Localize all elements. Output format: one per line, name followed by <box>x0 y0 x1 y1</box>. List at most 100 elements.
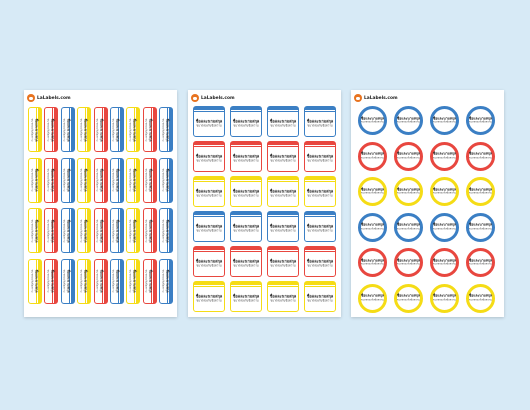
label-subtitle: ขนาดรองรับข้อความ <box>233 123 259 128</box>
label-name: ชื่อและนามสกุล <box>34 117 39 142</box>
name-label: ชื่อและนามสกุล ขนาดรองรับข้อความ <box>109 208 124 253</box>
label-subtitle: ขนาดรองรับข้อความ <box>79 118 83 141</box>
label-name: ชื่อและนามสกุล <box>306 118 334 124</box>
label-subtitle: ขนาดรองรับข้อความ <box>196 123 222 128</box>
label-text: ชื่อและนามสกุล ขนาดรองรับข้อความ <box>161 168 170 191</box>
label-subtitle: ขนาดรองรับข้อความ <box>79 168 83 192</box>
label-name: ชื่อและนามสกุล <box>165 218 170 243</box>
label-name: ชื่อและนามสกุล <box>50 218 55 243</box>
label-name: ชื่อและนามสกุล <box>66 269 71 293</box>
label-subtitle: ขนาดรองรับข้อความ <box>397 262 420 266</box>
label-name: ชื่อและนามสกุล <box>269 258 297 264</box>
label-text: ชื่อและนามสกุล ขนาดรองรับข้อความ <box>79 118 88 141</box>
name-label: ชื่อและนามสกุล ขนาดรองรับข้อความ <box>77 157 92 203</box>
name-label: ชื่อและนามสกุล ขนาดรองรับข้อความ <box>77 258 92 304</box>
label-subtitle: ขนาดรองรับข้อความ <box>469 227 492 230</box>
label-name: ชื่อและนามสกุล <box>397 115 421 120</box>
label-text: ชื่อและนามสกุล ขนาดรองรับข้อความ <box>469 223 492 230</box>
label-text: ชื่อและนามสกุล ขนาดรองรับข้อความ <box>433 115 457 124</box>
brand-name: LaLabels.com <box>364 95 398 101</box>
label-name: ชื่อและนามสกุล <box>132 218 137 243</box>
label-text: ชื่อและนามสกุล ขนาดรองรับข้อความ <box>231 224 261 233</box>
label-subtitle: ขนาดรองรับข้อความ <box>469 156 492 159</box>
label-subtitle: ขนาดรองรับข้อความ <box>233 228 259 233</box>
label-text: ชื่อและนามสกุล ขนาดรองรับข้อความ <box>361 152 384 159</box>
label-text: ชื่อและนามสกุล ขนาดรองรับข้อความ <box>63 269 71 293</box>
label-text: ชื่อและนามสกุล ขนาดรองรับข้อความ <box>268 223 298 233</box>
label-subtitle: ขนาดรองรับข้อความ <box>361 298 384 301</box>
label-subtitle: ขนาดรองรับข้อความ <box>196 158 222 163</box>
name-label: ชื่อและนามสกุล ขนาดรองรับข้อความ <box>60 157 75 203</box>
label-name: ชื่อและนามสกุล <box>269 223 297 229</box>
name-label: ชื่อและนามสกุล ขนาดรองรับข้อความ <box>93 157 108 203</box>
round-name-label: ชื่อและนามสกุล ขนาดรองรับข้อความ <box>394 248 423 277</box>
label-text: ชื่อและนามสกุล ขนาดรองรับข้อความ <box>30 117 39 142</box>
label-name: ชื่อและนามสกุล <box>66 218 71 243</box>
label-subtitle: ขนาดรองรับข้อความ <box>307 193 333 198</box>
label-text: ชื่อและนามสกุล ขนาดรองรับข้อความ <box>194 154 224 163</box>
name-label: ชื่อและนามสกุล ขนาดรองรับข้อความ <box>304 246 336 277</box>
label-subtitle: ขนาดรองรับข้อความ <box>270 193 296 198</box>
label-name: ชื่อและนามสกุล <box>83 218 88 243</box>
label-text: ชื่อและนามสกุล ขนาดรองรับข้อความ <box>112 168 120 191</box>
round-name-label: ชื่อและนามสกุล ขนาดรองรับข้อความ <box>358 141 387 171</box>
name-label: ชื่อและนามสกุล ขนาดรองรับข้อความ <box>60 258 75 304</box>
label-text: ชื่อและนามสกุล ขนาดรองรับข้อความ <box>194 224 224 233</box>
label-name: ชื่อและนามสกุล <box>306 188 334 194</box>
label-name: ชื่อและนามสกุล <box>195 188 223 194</box>
label-subtitle: ขนาดรองรับข้อความ <box>270 298 296 303</box>
label-name: ชื่อและนามสกุล <box>361 257 385 262</box>
name-label: ชื่อและนามสกุล ขนาดรองรับข้อความ <box>109 258 124 304</box>
label-name: ชื่อและนามสกุล <box>34 168 39 192</box>
name-label: ชื่อและนามสกุล ขนาดรองรับข้อความ <box>193 176 225 207</box>
label-text: ชื่อและนามสกุล ขนาดรองรับข้อความ <box>145 269 153 292</box>
label-name: ชื่อและนามสกุล <box>232 258 260 264</box>
label-name: ชื่อและนามสกุล <box>361 186 385 191</box>
label-name: ชื่อและนามสกุล <box>269 188 297 194</box>
label-text: ชื่อและนามสกุล ขนาดรองรับข้อความ <box>30 218 39 243</box>
name-label: ชื่อและนามสกุล ขนาดรองรับข้อความ <box>44 107 59 152</box>
label-name: ชื่อและนามสกุล <box>306 258 334 264</box>
label-name: ชื่อและนามสกุล <box>99 168 104 192</box>
label-text: ชื่อและนามสกุล ขนาดรองรับข้อความ <box>231 294 261 303</box>
name-label: ชื่อและนามสกุล ขนาดรองรับข้อความ <box>193 246 225 277</box>
lalabels-logo-icon <box>27 94 35 102</box>
name-label: ชื่อและนามสกุล ขนาดรองรับข้อความ <box>126 157 141 203</box>
label-text: ชื่อและนามสกุล ขนาดรองรับข้อความ <box>128 168 137 191</box>
label-subtitle: ขนาดรองรับข้อความ <box>307 123 333 128</box>
label-text: ชื่อและนามสกุล ขนาดรองรับข้อความ <box>194 293 224 303</box>
label-subtitle: ขนาดรองรับข้อความ <box>96 118 100 141</box>
label-name: ชื่อและนามสกุล <box>195 293 223 299</box>
label-grid: ชื่อและนามสกุล ขนาดรองรับข้อความ ชื่อและนา… <box>28 107 174 304</box>
label-text: ชื่อและนามสกุล ขนาดรองรับข้อความ <box>361 294 384 301</box>
label-name: ชื่อและนามสกุล <box>99 218 104 243</box>
label-name: ชื่อและนามสกุล <box>433 115 457 120</box>
label-text: ชื่อและนามสกุล ขนาดรองรับข้อความ <box>161 218 170 243</box>
label-name: ชื่อและนามสกุล <box>433 293 457 298</box>
label-text: ชื่อและนามสกุล ขนาดรองรับข้อความ <box>95 168 104 192</box>
label-text: ชื่อและนามสกุล ขนาดรองรับข้อความ <box>128 269 137 292</box>
label-subtitle: ขนาดรองรับข้อความ <box>96 219 100 242</box>
name-label: ชื่อและนามสกุล ขนาดรองรับข้อความ <box>44 208 59 253</box>
name-label: ชื่อและนามสกุล ขนาดรองรับข้อความ <box>93 107 108 152</box>
label-subtitle: ขนาดรองรับข้อความ <box>433 156 456 159</box>
name-label: ชื่อและนามสกุล ขนาดรองรับข้อความ <box>304 176 336 207</box>
name-label: ชื่อและนามสกุล ขนาดรองรับข้อความ <box>304 106 336 137</box>
label-name: ชื่อและนามสกุล <box>34 218 39 243</box>
label-text: ชื่อและนามสกุล ขนาดรองรับข้อความ <box>361 257 385 266</box>
round-name-label: ชื่อและนามสกุล ขนาดรองรับข้อความ <box>430 177 459 206</box>
label-sheet-round: LaLabels.com ชื่อและนามสกุล ขนาดรองรับข้อ… <box>351 90 504 317</box>
round-name-label: ชื่อและนามสกุล ขนาดรองรับข้อความ <box>358 106 387 135</box>
label-name: ชื่อและนามสกุล <box>50 117 55 142</box>
label-name: ชื่อและนามสกุล <box>132 117 137 142</box>
brand-name: LaLabels.com <box>37 95 71 101</box>
label-name: ชื่อและนามสกุล <box>195 258 223 264</box>
label-text: ชื่อและนามสกุล ขนาดรองรับข้อความ <box>95 218 104 243</box>
label-name: ชื่อและนามสกุล <box>433 257 457 262</box>
name-label: ชื่อและนามสกุล ขนาดรองรับข้อความ <box>304 141 336 172</box>
label-text: ชื่อและนามสกุล ขนาดรองรับข้อความ <box>397 115 421 124</box>
label-subtitle: ขนาดรองรับข้อความ <box>433 298 456 301</box>
label-text: ชื่อและนามสกุล ขนาดรองรับข้อความ <box>79 218 88 243</box>
name-label: ชื่อและนามสกุล ขนาดรองรับข้อความ <box>230 281 262 312</box>
round-name-label: ชื่อและนามสกุล ขนาดรองรับข้อความ <box>466 248 495 277</box>
